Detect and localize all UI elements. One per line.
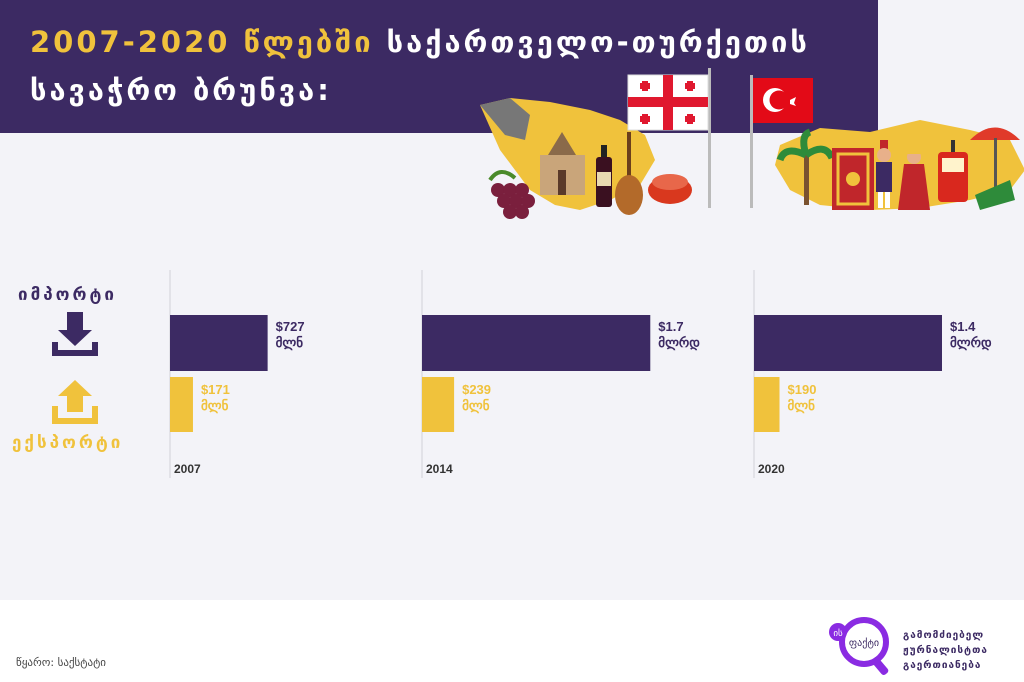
source-note: წყარო: საქსტატი <box>16 656 106 669</box>
year-tick-label: 2020 <box>758 462 785 476</box>
import-bar <box>754 315 942 371</box>
org-line-3: გაერთიანება <box>903 660 982 671</box>
page-title: 2007-2020 წლებში საქართველო-თურქეთის სავ… <box>30 18 810 114</box>
georgia-turkey-illustration <box>480 68 1024 219</box>
export-icon <box>52 380 98 424</box>
export-bar <box>754 377 780 432</box>
panduri-icon <box>615 132 643 215</box>
trade-chart: იმპორტი ექსპორტი $727 მლნ $171 მლნ 2007 $1.7 მ… <box>0 260 1024 490</box>
import-legend-label: იმპორტი <box>18 285 117 305</box>
title-years: 2007-2020 წლებში <box>30 25 374 59</box>
export-data-label: $190 მლნ <box>788 382 817 414</box>
bar-chart-svg: $727 მლნ $171 მლნ 2007 $1.7 მლრდ $239 მლნ 2014 $1.… <box>169 270 992 478</box>
footer: წყარო: საქსტატი ის ფაქტი გამომძიებელ ჟურ… <box>0 600 1024 682</box>
church-icon <box>540 132 585 195</box>
export-bar <box>422 377 455 432</box>
wine-bottle-icon <box>596 145 612 207</box>
year-tick-label: 2007 <box>174 462 201 476</box>
logo-text: ფაქტი <box>849 637 879 649</box>
palm-tree-icon <box>776 128 836 205</box>
tram-icon <box>938 140 968 202</box>
spices-icon <box>648 174 692 204</box>
import-icon <box>52 312 98 356</box>
export-data-label: $171 მლნ <box>201 382 230 414</box>
title-part-2: სავაჭრო ბრუნვა: <box>30 73 332 107</box>
ifact-logo: ის ფაქტი <box>829 617 889 676</box>
export-data-label: $239 მლნ <box>462 382 491 414</box>
georgia-flag <box>627 68 711 208</box>
import-data-label: $1.4 მლრდ <box>950 319 992 351</box>
abkhazia-region <box>480 98 530 140</box>
import-bar <box>422 315 651 371</box>
grapes-icon <box>488 170 535 219</box>
export-bar <box>170 377 193 432</box>
organization-name: გამომძიებელ ჟურნალისტთა გაერთიანება <box>903 628 988 673</box>
carpet-icon <box>832 148 874 210</box>
year-tick-label: 2014 <box>426 462 453 476</box>
traditional-people-icon <box>876 140 930 210</box>
logo-badge-text: ის <box>833 628 843 639</box>
org-line-2: ჟურნალისტთა <box>903 645 988 656</box>
org-line-1: გამომძიებელ <box>903 630 985 641</box>
import-data-label: $1.7 მლრდ <box>658 319 700 351</box>
title-part-1: საქართველო-თურქეთის <box>386 25 810 59</box>
export-legend-label: ექსპორტი <box>12 433 124 453</box>
import-data-label: $727 მლნ <box>276 319 305 351</box>
beach-umbrella-icon <box>970 127 1020 210</box>
import-bar <box>170 315 268 371</box>
title-banner: 2007-2020 წლებში საქართველო-თურქეთის სავ… <box>0 0 878 133</box>
turkey-flag <box>750 75 813 208</box>
